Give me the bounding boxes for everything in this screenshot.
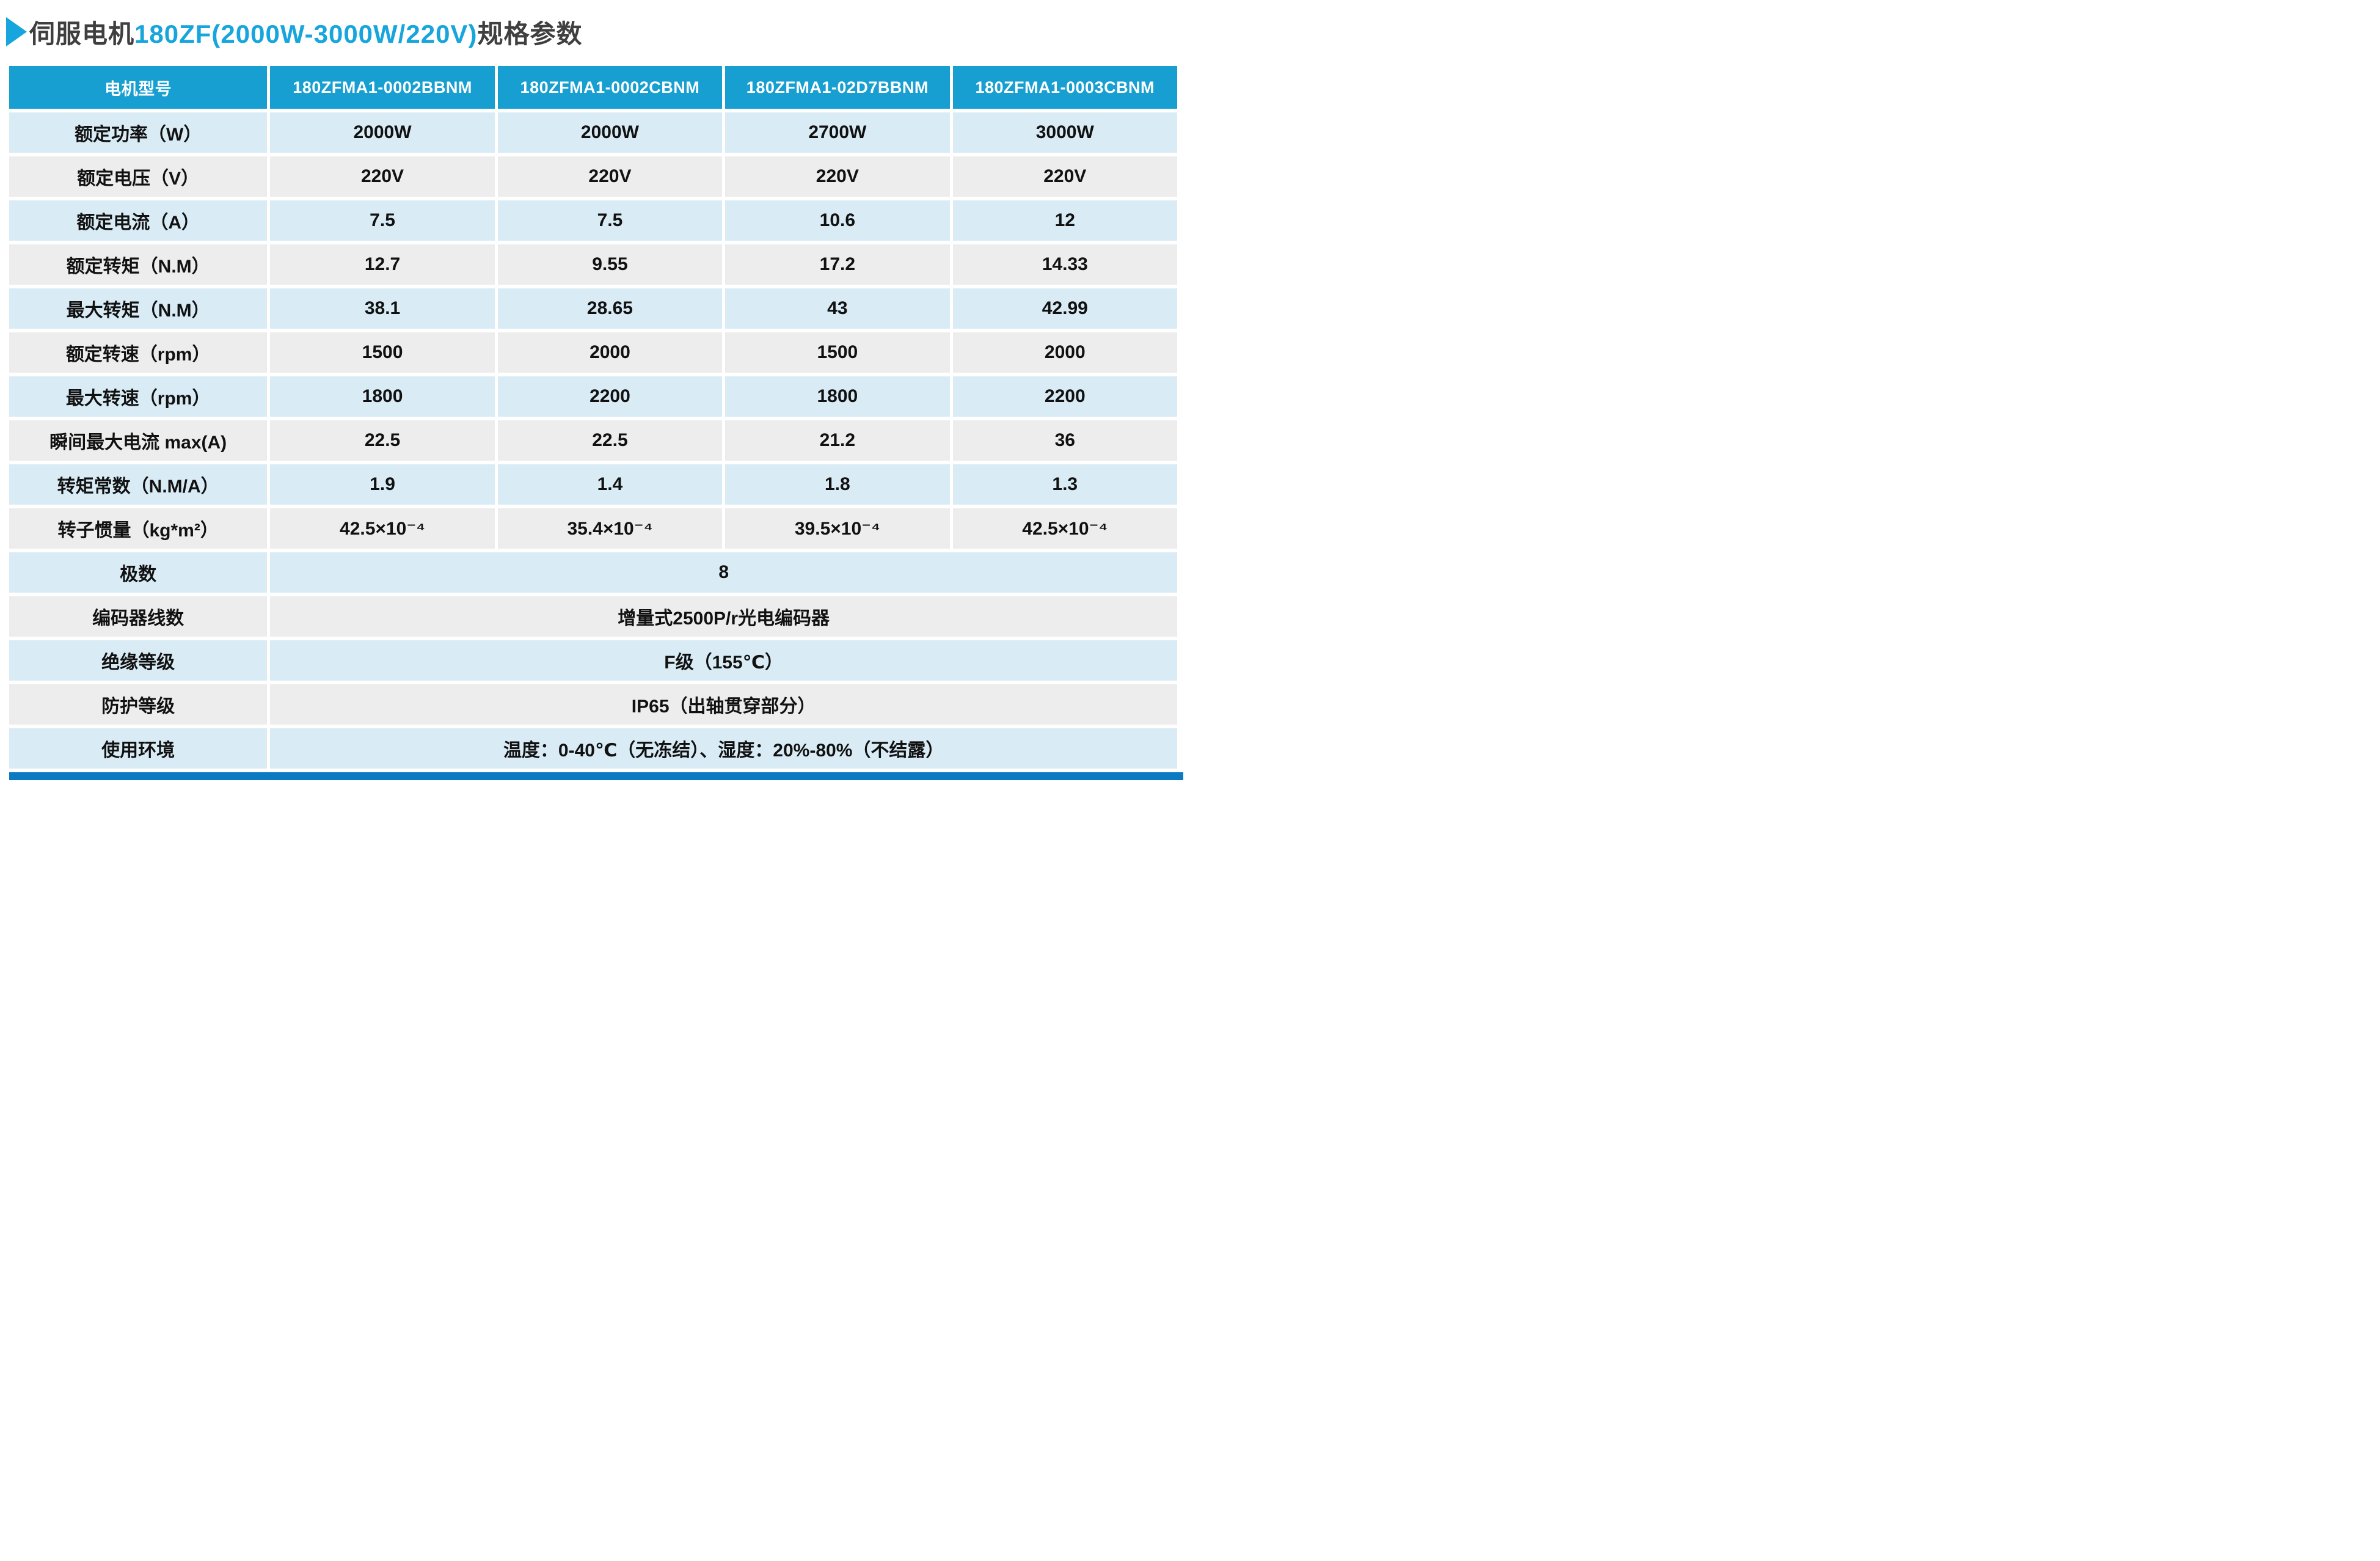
cell-value: 1.4 <box>497 464 723 505</box>
row-label: 转子惯量（kg*m²） <box>9 508 268 549</box>
row-label: 额定电压（V） <box>9 156 268 197</box>
cell-value: 17.2 <box>725 244 950 285</box>
table-row-protection-class: 防护等级 IP65（出轴贯穿部分） <box>9 684 1177 725</box>
row-label: 最大转速（rpm） <box>9 376 268 417</box>
cell-value: 42.99 <box>952 288 1177 329</box>
merged-value: 8 <box>270 552 1177 593</box>
cell-value: 12 <box>952 200 1177 241</box>
page-title: 伺服电机180ZF(2000W-3000W/220V)规格参数 <box>6 12 1190 51</box>
cell-value: 220V <box>725 156 950 197</box>
cell-value: 38.1 <box>270 288 495 329</box>
cell-value: 21.2 <box>725 420 950 461</box>
cell-value: 220V <box>497 156 723 197</box>
table-row-rated-voltage: 额定电压（V） 220V 220V 220V 220V <box>9 156 1177 197</box>
table-row-pole-count: 极数 8 <box>9 552 1177 593</box>
page-title-text: 伺服电机180ZF(2000W-3000W/220V)规格参数 <box>29 13 582 51</box>
title-model-range: 180ZF(2000W-3000W/220V) <box>134 19 478 48</box>
bottom-accent-bar <box>9 772 1183 780</box>
merged-value: IP65（出轴贯穿部分） <box>270 684 1177 725</box>
cell-value: 2200 <box>952 376 1177 417</box>
table-row-operating-environment: 使用环境 温度：0-40℃（无冻结）、湿度：20%-80%（不结露） <box>9 728 1177 769</box>
table-row-rated-current: 额定电流（A） 7.5 7.5 10.6 12 <box>9 200 1177 241</box>
merged-value: F级（155℃） <box>270 640 1177 681</box>
cell-value: 10.6 <box>725 200 950 241</box>
table-row-max-torque: 最大转矩（N.M） 38.1 28.65 43 42.99 <box>9 288 1177 329</box>
table-row-torque-constant: 转矩常数（N.M/A） 1.9 1.4 1.8 1.3 <box>9 464 1177 505</box>
table-header-row: 电机型号 180ZFMA1-0002BBNM 180ZFMA1-0002CBNM… <box>9 66 1177 109</box>
title-arrow-icon <box>6 17 27 46</box>
title-prefix: 伺服电机 <box>29 19 135 48</box>
cell-value: 22.5 <box>270 420 495 461</box>
cell-value: 7.5 <box>270 200 495 241</box>
cell-value: 42.5×10⁻⁴ <box>270 508 495 549</box>
row-label: 额定转矩（N.M） <box>9 244 268 285</box>
row-label: 转矩常数（N.M/A） <box>9 464 268 505</box>
table-row-encoder-lines: 编码器线数 增量式2500P/r光电编码器 <box>9 596 1177 637</box>
table-row-insulation-class: 绝缘等级 F级（155℃） <box>9 640 1177 681</box>
cell-value: 2000 <box>952 332 1177 373</box>
row-label: 防护等级 <box>9 684 268 725</box>
cell-value: 35.4×10⁻⁴ <box>497 508 723 549</box>
cell-value: 1.8 <box>725 464 950 505</box>
cell-value: 12.7 <box>270 244 495 285</box>
cell-value: 2700W <box>725 112 950 153</box>
cell-value: 1500 <box>725 332 950 373</box>
table-row-rated-torque: 额定转矩（N.M） 12.7 9.55 17.2 14.33 <box>9 244 1177 285</box>
row-label: 绝缘等级 <box>9 640 268 681</box>
table-row-instant-max-current: 瞬间最大电流 max(A) 22.5 22.5 21.2 36 <box>9 420 1177 461</box>
cell-value: 1500 <box>270 332 495 373</box>
cell-value: 36 <box>952 420 1177 461</box>
cell-value: 1.9 <box>270 464 495 505</box>
cell-value: 28.65 <box>497 288 723 329</box>
cell-value: 2000W <box>497 112 723 153</box>
header-cell-model-4: 180ZFMA1-0003CBNM <box>952 66 1177 109</box>
spec-sheet-page: 伺服电机180ZF(2000W-3000W/220V)规格参数 电机型号 180… <box>0 0 1190 792</box>
title-suffix: 规格参数 <box>477 19 583 48</box>
cell-value: 2000 <box>497 332 723 373</box>
header-cell-model-3: 180ZFMA1-02D7BBNM <box>725 66 950 109</box>
row-label: 额定转速（rpm） <box>9 332 268 373</box>
cell-value: 42.5×10⁻⁴ <box>952 508 1177 549</box>
row-label: 瞬间最大电流 max(A) <box>9 420 268 461</box>
cell-value: 43 <box>725 288 950 329</box>
cell-value: 7.5 <box>497 200 723 241</box>
cell-value: 22.5 <box>497 420 723 461</box>
cell-value: 1.3 <box>952 464 1177 505</box>
cell-value: 9.55 <box>497 244 723 285</box>
table-row-rotor-inertia: 转子惯量（kg*m²） 42.5×10⁻⁴ 35.4×10⁻⁴ 39.5×10⁻… <box>9 508 1177 549</box>
table-row-rated-power: 额定功率（W） 2000W 2000W 2700W 3000W <box>9 112 1177 153</box>
header-cell-motor-model: 电机型号 <box>9 66 268 109</box>
merged-value: 增量式2500P/r光电编码器 <box>270 596 1177 637</box>
table-row-rated-speed: 额定转速（rpm） 1500 2000 1500 2000 <box>9 332 1177 373</box>
merged-value: 温度：0-40℃（无冻结）、湿度：20%-80%（不结露） <box>270 728 1177 769</box>
row-label: 编码器线数 <box>9 596 268 637</box>
spec-table: 电机型号 180ZFMA1-0002BBNM 180ZFMA1-0002CBNM… <box>6 62 1180 772</box>
cell-value: 220V <box>270 156 495 197</box>
table-row-max-speed: 最大转速（rpm） 1800 2200 1800 2200 <box>9 376 1177 417</box>
row-label: 额定功率（W） <box>9 112 268 153</box>
row-label: 额定电流（A） <box>9 200 268 241</box>
cell-value: 220V <box>952 156 1177 197</box>
cell-value: 2200 <box>497 376 723 417</box>
cell-value: 1800 <box>725 376 950 417</box>
cell-value: 3000W <box>952 112 1177 153</box>
row-label: 极数 <box>9 552 268 593</box>
spec-table-container: 电机型号 180ZFMA1-0002BBNM 180ZFMA1-0002CBNM… <box>6 62 1190 772</box>
cell-value: 39.5×10⁻⁴ <box>725 508 950 549</box>
header-cell-model-1: 180ZFMA1-0002BBNM <box>270 66 495 109</box>
row-label: 使用环境 <box>9 728 268 769</box>
row-label: 最大转矩（N.M） <box>9 288 268 329</box>
cell-value: 2000W <box>270 112 495 153</box>
cell-value: 1800 <box>270 376 495 417</box>
header-cell-model-2: 180ZFMA1-0002CBNM <box>497 66 723 109</box>
cell-value: 14.33 <box>952 244 1177 285</box>
